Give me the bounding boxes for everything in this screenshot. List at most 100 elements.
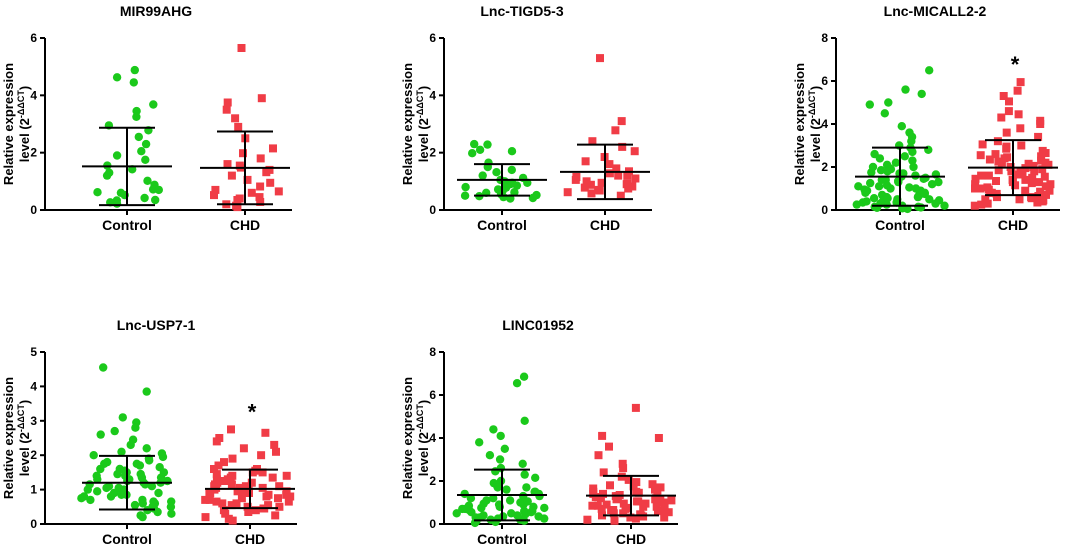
data-point-control (914, 202, 923, 211)
data-point-chd (1027, 179, 1036, 188)
data-point-chd (1041, 182, 1050, 191)
data-point-chd (641, 499, 650, 508)
data-point-chd (978, 140, 987, 149)
data-point-chd (262, 168, 271, 177)
data-point-chd (582, 177, 591, 186)
data-point-chd (971, 180, 980, 189)
y-tick-label: 6 (30, 31, 37, 45)
data-point-chd (658, 507, 667, 516)
data-point-chd (619, 509, 628, 518)
data-point-control (118, 413, 128, 422)
y-axis-label-line2: level (2-ΔΔCT) (16, 86, 32, 162)
x-tick-label: Control (477, 531, 527, 547)
data-point-control (151, 195, 160, 205)
data-point-chd (1036, 120, 1045, 128)
data-point-chd (610, 516, 619, 525)
y-tick-label: 2 (821, 160, 828, 174)
data-point-chd (971, 184, 979, 193)
data-point-chd (631, 403, 640, 412)
data-point-control (520, 416, 529, 425)
data-point-control (869, 194, 879, 203)
data-point-control (145, 456, 154, 465)
y-tick-label: 8 (429, 345, 436, 359)
data-point-chd (632, 478, 641, 487)
data-point-chd (985, 155, 994, 164)
data-point-chd (210, 191, 218, 200)
data-point-chd (656, 498, 664, 507)
data-point-chd (598, 511, 606, 520)
data-point-chd (581, 157, 590, 166)
data-point-chd (247, 188, 256, 197)
data-point-control (468, 149, 477, 158)
y-tick-label: 0 (30, 517, 37, 531)
data-point-control (117, 447, 126, 456)
data-point-chd (594, 451, 603, 460)
data-point-chd (1040, 172, 1049, 181)
data-point-chd (223, 475, 232, 484)
data-point-control (117, 490, 126, 499)
data-point-chd (1005, 97, 1013, 106)
y-tick-label: 1 (30, 483, 37, 497)
data-point-chd (624, 184, 633, 193)
data-point-chd (237, 494, 246, 503)
y-axis-label-line2: level (2-ΔΔCT) (807, 86, 823, 162)
data-point-chd (993, 193, 1001, 202)
data-point-chd (667, 496, 676, 505)
data-point-control (520, 470, 529, 479)
panel-1: Lnc-TIGD5-3 Relative expression level (2-Δ… (400, 3, 652, 233)
y-label-close: ) (808, 86, 823, 90)
y-label-close: ) (416, 400, 431, 404)
data-point-chd (1014, 110, 1023, 119)
y-label-base: level (2 (17, 118, 32, 162)
data-point-chd (1027, 194, 1036, 203)
x-tick-label: CHD (235, 531, 265, 547)
data-point-control (496, 431, 505, 441)
data-point-chd (211, 480, 219, 489)
data-point-chd (1013, 86, 1022, 95)
data-point-chd (1046, 180, 1055, 189)
chart-title: Lnc-MICALL2-2 (884, 3, 987, 19)
data-point-control (149, 100, 158, 109)
data-point-control (917, 89, 926, 99)
data-point-control (79, 492, 89, 501)
data-point-control (876, 166, 886, 175)
data-point-chd (231, 114, 240, 123)
data-point-chd (227, 501, 236, 510)
panel-3: Lnc-USP7-1 Relative expression level (2-ΔΔ… (1, 317, 297, 547)
data-point-chd (205, 495, 214, 504)
data-point-chd (654, 434, 663, 442)
data-point-control (861, 188, 870, 197)
data-point-control (852, 200, 861, 209)
data-point-chd (1024, 159, 1033, 168)
data-point-chd (214, 461, 223, 470)
data-point-chd (256, 154, 265, 163)
data-point-control (492, 168, 501, 177)
data-point-chd (268, 473, 277, 482)
data-point-chd (1037, 156, 1046, 165)
data-point-control (489, 494, 498, 503)
data-point-chd (632, 497, 641, 506)
data-point-chd (227, 480, 236, 489)
data-point-control (897, 122, 906, 131)
data-point-chd (274, 187, 283, 196)
data-point-chd (212, 437, 221, 446)
data-point-chd (651, 495, 660, 504)
data-point-chd (617, 117, 626, 126)
data-point-chd (271, 511, 280, 520)
data-point-chd (586, 180, 595, 189)
data-point-chd (977, 171, 986, 180)
data-point-control (493, 483, 502, 492)
y-label-superscript: -ΔΔCT (16, 404, 26, 432)
data-point-chd (994, 166, 1003, 175)
data-point-chd (1002, 144, 1011, 153)
x-tick-label: CHD (998, 217, 1028, 233)
data-point-control (875, 154, 885, 163)
data-point-control (884, 98, 893, 107)
data-point-chd (605, 169, 614, 178)
data-point-control (528, 193, 538, 203)
data-point-control (132, 112, 141, 122)
y-label-base: level (2 (416, 432, 431, 476)
y-label-superscript: -ΔΔCT (807, 90, 817, 118)
y-axis-label-line1: Relative expression (1, 63, 16, 185)
data-point-chd (1044, 160, 1053, 169)
